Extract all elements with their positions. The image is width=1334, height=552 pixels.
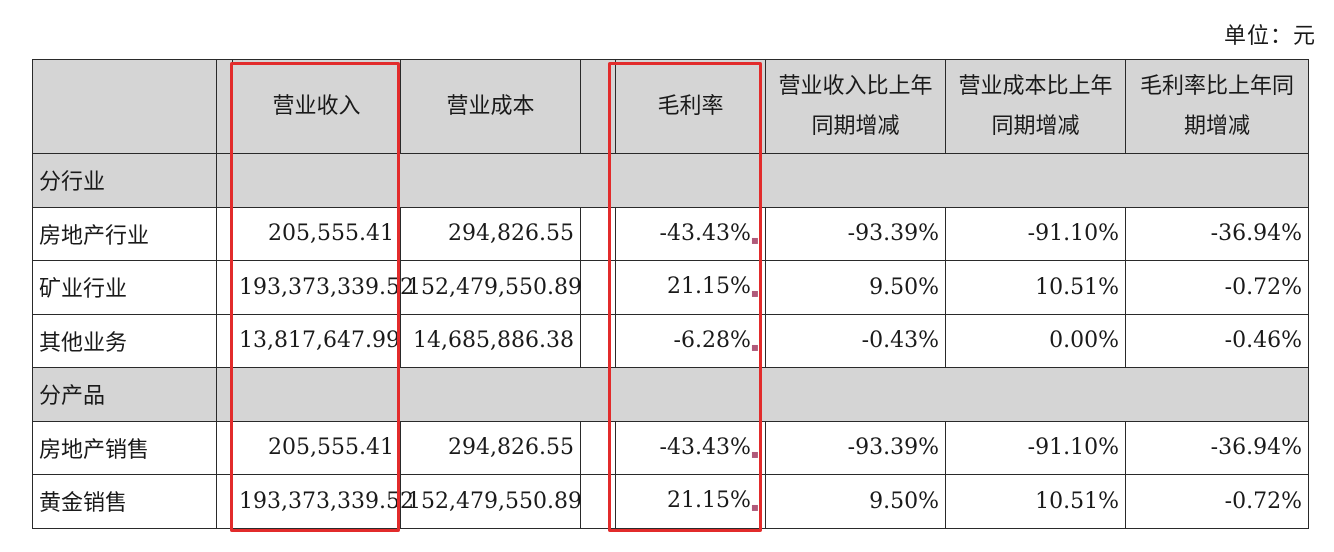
cell-margin: -43.43%▪ xyxy=(615,206,766,261)
section-gap xyxy=(216,367,233,422)
cell-margin-change: -0.46% xyxy=(1125,313,1309,368)
section-fill xyxy=(232,153,1309,208)
cell-margin-value: 21.15% xyxy=(666,274,751,300)
row-gap xyxy=(580,313,616,368)
row-gap xyxy=(216,260,233,315)
section-gap xyxy=(216,153,233,208)
cell-revenue-change: -0.43% xyxy=(765,313,946,368)
cell-cost: 152,479,550.89 xyxy=(400,260,582,315)
cell-cost-change: 10.51% xyxy=(945,260,1126,315)
cell-margin-change: -36.94% xyxy=(1125,420,1309,475)
cell-margin-value: -6.28% xyxy=(673,327,751,353)
cell-revenue: 193,373,339.52 xyxy=(232,474,414,529)
edit-mark-icon: ▪ xyxy=(750,286,759,301)
edit-mark-icon: ▪ xyxy=(750,339,759,354)
cell-revenue: 13,817,647.99 xyxy=(232,313,401,368)
row-label: 房地产行业 xyxy=(32,206,217,261)
cell-cost-change: 0.00% xyxy=(945,313,1126,368)
row-label: 黄金销售 xyxy=(32,474,217,529)
cell-cost: 294,826.55 xyxy=(400,420,581,475)
cell-revenue-change: 9.50% xyxy=(765,260,946,315)
cell-margin-change: -36.94% xyxy=(1125,206,1309,261)
header-gap xyxy=(580,59,616,154)
row-gap xyxy=(216,313,233,368)
unit-label: 单位：元 xyxy=(1223,24,1316,49)
table-row: 其他业务 13,817,647.99 14,685,886.38 -6.28%▪… xyxy=(32,313,1309,368)
cell-revenue: 205,555.41 xyxy=(232,420,401,475)
cell-cost-change: 10.51% xyxy=(945,474,1126,529)
cell-margin-change: -0.72% xyxy=(1125,474,1309,529)
section-row-product: 分产品 xyxy=(32,367,1309,422)
cell-revenue: 205,555.41 xyxy=(232,206,401,261)
cell-cost-change: -91.10% xyxy=(945,420,1126,475)
header-blank xyxy=(32,59,217,154)
cell-cost: 294,826.55 xyxy=(400,206,581,261)
row-gap xyxy=(580,420,616,475)
row-gap xyxy=(216,206,233,261)
section-fill xyxy=(232,367,1309,422)
header-cost: 营业成本 xyxy=(400,59,581,154)
cell-revenue-change: -93.39% xyxy=(765,206,946,261)
header-margin: 毛利率 xyxy=(615,59,766,154)
row-gap xyxy=(580,206,616,261)
header-gap xyxy=(216,59,233,154)
row-gap xyxy=(580,260,616,315)
row-gap xyxy=(216,420,233,475)
table-row: 房地产行业 205,555.41 294,826.55 -43.43%▪ -93… xyxy=(32,206,1309,261)
cell-margin: -43.43%▪ xyxy=(615,420,766,475)
cell-margin-change: -0.72% xyxy=(1125,260,1309,315)
header-row: 营业收入 营业成本 毛利率 营业收入比上年同期增减 营业成本比上年同期增减 毛利… xyxy=(32,59,1309,154)
cell-cost-change: -91.10% xyxy=(945,206,1126,261)
cell-margin-value: -43.43% xyxy=(659,434,751,460)
header-margin-change: 毛利率比上年同期增减 xyxy=(1125,59,1309,154)
cell-revenue-change: -93.39% xyxy=(765,420,946,475)
cell-revenue: 193,373,339.52 xyxy=(232,260,414,315)
header-revenue-change: 营业收入比上年同期增减 xyxy=(765,59,946,154)
table-row: 矿业行业 193,373,339.52 152,479,550.89 21.15… xyxy=(32,260,1309,315)
edit-mark-icon: ▪ xyxy=(750,500,759,515)
cell-cost: 14,685,886.38 xyxy=(400,313,581,368)
edit-mark-icon: ▪ xyxy=(750,446,759,461)
row-gap xyxy=(216,474,233,529)
financial-table: 营业收入 营业成本 毛利率 营业收入比上年同期增减 营业成本比上年同期增减 毛利… xyxy=(32,59,1309,529)
header-cost-change: 营业成本比上年同期增减 xyxy=(945,59,1126,154)
cell-margin-value: 21.15% xyxy=(666,488,751,514)
cell-revenue-change: 9.50% xyxy=(765,474,946,529)
section-row-industry: 分行业 xyxy=(32,153,1309,208)
row-label: 矿业行业 xyxy=(32,260,217,315)
header-revenue: 营业收入 xyxy=(232,59,401,154)
cell-margin: -6.28%▪ xyxy=(615,313,766,368)
cell-margin: 21.15%▪ xyxy=(615,260,766,315)
row-gap xyxy=(580,474,616,529)
cell-margin-value: -43.43% xyxy=(659,220,751,246)
table-row: 房地产销售 205,555.41 294,826.55 -43.43%▪ -93… xyxy=(32,420,1309,475)
cell-cost: 152,479,550.89 xyxy=(400,474,582,529)
cell-margin: 21.15%▪ xyxy=(615,474,766,529)
table-row: 黄金销售 193,373,339.52 152,479,550.89 21.15… xyxy=(32,474,1309,529)
edit-mark-icon: ▪ xyxy=(750,232,759,247)
section-title: 分行业 xyxy=(32,153,217,208)
row-label: 房地产销售 xyxy=(32,420,217,475)
row-label: 其他业务 xyxy=(32,313,217,368)
section-title: 分产品 xyxy=(32,367,217,422)
